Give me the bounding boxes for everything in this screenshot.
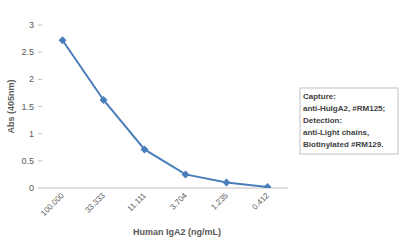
data-point (141, 145, 149, 153)
plot-marks (59, 36, 272, 188)
data-point (59, 36, 67, 44)
x-tick-label: 33.333 (83, 191, 107, 215)
x-tick-label: 1.235 (209, 191, 230, 212)
y-tick-label: 0 (29, 183, 34, 193)
annotation-box (300, 88, 398, 154)
x-tick-label: 0.412 (250, 191, 271, 212)
annotation-text: anti-Light chains, (303, 128, 369, 137)
data-point (100, 96, 108, 104)
data-point (223, 179, 231, 187)
y-tick-label: 1 (29, 129, 34, 139)
y-tick (38, 52, 42, 53)
annotation-text: Detection: (303, 116, 342, 125)
data-point (182, 170, 190, 178)
y-tick (38, 106, 42, 107)
y-tick (38, 79, 42, 80)
y-tick (38, 25, 42, 26)
y-tick-label: 0.5 (21, 156, 34, 166)
y-tick-label: 1.5 (21, 102, 34, 112)
annotation-text: anti-HuIgA2, #RM125; (303, 104, 385, 113)
x-tick-label: 100.000 (39, 191, 66, 218)
y-tick-label: 3 (29, 20, 34, 30)
y-tick (38, 188, 42, 189)
y-tick-label: 2.5 (21, 47, 34, 57)
x-tick-label: 11.111 (126, 191, 149, 214)
x-axis-title: Human IgA2 (ng/mL) (133, 227, 221, 237)
x-tick-label: 3.704 (168, 191, 189, 212)
x-axis (42, 188, 288, 189)
data-point (264, 183, 272, 188)
chart: 0 0.5 1 1.5 2 2.5 3 100.000 33.333 11.111 3.704 1.2… (0, 0, 400, 240)
data-line (63, 40, 268, 187)
annotation-text: Biotinylated #RM129. (303, 140, 383, 149)
y-tick (38, 160, 42, 161)
y-axis-title: Abs (405nm) (6, 79, 16, 133)
annotation-text: Capture: (303, 92, 336, 101)
y-tick (38, 133, 42, 134)
y-tick-label: 2 (29, 74, 34, 84)
